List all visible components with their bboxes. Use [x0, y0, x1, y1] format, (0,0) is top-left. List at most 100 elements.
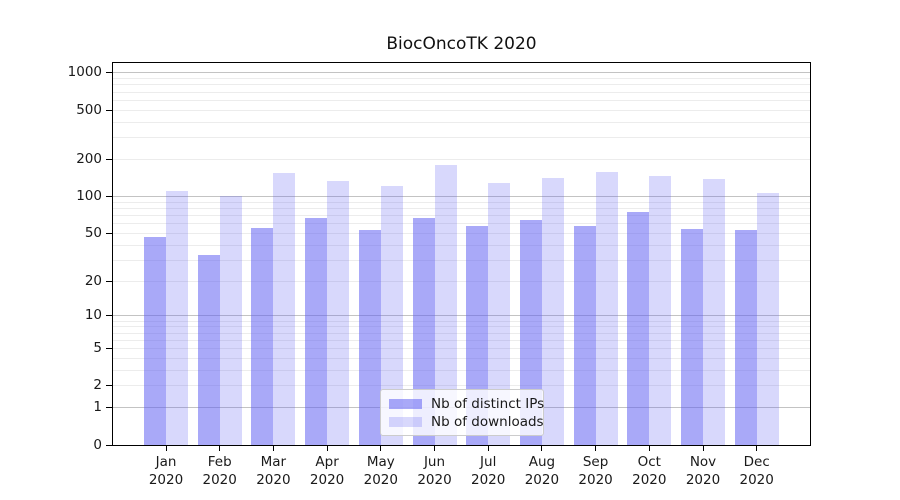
gridline-minor	[113, 385, 810, 387]
bar-downloads	[649, 175, 672, 445]
y-tick-label: 5	[93, 340, 102, 356]
x-tick-label-line: Jun	[423, 454, 446, 470]
x-tick-label-line: Nov	[689, 454, 717, 470]
plot-area: Nb of distinct IPs Nb of downloads	[112, 62, 811, 446]
x-tick-label: Mar 2020	[241, 453, 305, 489]
legend-swatch-downloads	[389, 416, 422, 427]
x-tick-label: Apr 2020	[295, 453, 359, 489]
y-tick-mark	[106, 158, 112, 160]
chart-title: BiocOncoTK 2020	[386, 34, 537, 54]
x-tick-mark	[434, 445, 435, 451]
x-tick-label-line: Jul	[480, 454, 497, 470]
gridline-minor	[113, 280, 810, 282]
x-tick-label-line: Oct	[637, 454, 661, 470]
y-tick-mark	[106, 407, 112, 409]
bar-downloads	[219, 196, 242, 445]
bar-distinct-ips	[358, 230, 381, 445]
y-tick-mark	[106, 280, 112, 282]
x-tick-label: Oct 2020	[617, 453, 681, 489]
bar-distinct-ips	[305, 217, 328, 445]
x-tick-label: Sep 2020	[564, 453, 628, 489]
x-tick-label: Jul 2020	[456, 453, 520, 489]
y-tick-label: 500	[76, 101, 102, 118]
y-tick-label: 100	[76, 187, 102, 204]
x-tick-label-line: 2020	[417, 472, 452, 488]
gridline-minor	[113, 357, 810, 359]
bar-downloads	[166, 191, 188, 445]
gridline-minor	[113, 326, 810, 328]
y-tick-label: 2	[93, 377, 102, 394]
x-tick-mark	[165, 445, 167, 451]
y-tick-mark	[106, 315, 112, 317]
gridline-major	[113, 72, 810, 74]
x-tick-mark	[219, 445, 221, 451]
gridline-minor	[113, 84, 810, 86]
x-tick-label-line: Sep	[582, 454, 609, 470]
bar-distinct-ips	[734, 230, 757, 445]
y-tick-mark	[106, 385, 112, 387]
bar-distinct-ips	[681, 229, 703, 445]
x-tick-label-line: 2020	[578, 472, 613, 488]
y-tick-label: 0	[93, 436, 102, 453]
gridline-minor	[113, 137, 810, 139]
x-tick-label-line: 2020	[256, 472, 291, 488]
gridline-minor	[113, 201, 810, 203]
x-tick-label-line: Aug	[528, 454, 556, 470]
x-tick-label-line: 2020	[632, 472, 667, 488]
gridline-minor	[113, 207, 810, 209]
bar-distinct-ips	[519, 220, 542, 445]
x-tick-label-line: Dec	[743, 454, 770, 470]
x-tick-label: May 2020	[349, 453, 413, 489]
gridline-minor	[113, 99, 810, 101]
gridline-minor	[113, 369, 810, 371]
bar-distinct-ips	[197, 255, 220, 445]
bar-downloads	[380, 185, 403, 445]
gridline-minor	[113, 223, 810, 225]
y-tick-label: 200	[76, 150, 102, 167]
x-tick-label-line: Apr	[315, 454, 339, 470]
gridline-minor	[113, 91, 810, 93]
x-tick-mark	[380, 445, 382, 451]
x-tick-label: Dec 2020	[725, 453, 789, 489]
x-tick-mark	[756, 445, 758, 451]
bar-distinct-ips	[573, 226, 596, 445]
bar-distinct-ips	[251, 228, 274, 445]
bar-distinct-ips	[412, 217, 435, 445]
bar-downloads	[273, 173, 296, 445]
gridline-minor	[113, 348, 810, 349]
legend-label-downloads: Nb of downloads	[431, 413, 544, 430]
y-tick-mark	[106, 72, 112, 74]
x-tick-mark	[595, 445, 597, 451]
gridline-minor	[113, 332, 810, 334]
bar-distinct-ips	[627, 211, 650, 445]
y-tick-label: 1	[93, 399, 102, 416]
x-tick-mark	[541, 445, 543, 451]
bar-downloads	[327, 181, 350, 445]
x-tick-label-line: Mar	[260, 454, 287, 470]
x-tick-label-line: Jan	[155, 454, 177, 470]
bar-distinct-ips	[144, 236, 166, 445]
x-tick-label-line: Feb	[207, 454, 232, 470]
legend: Nb of distinct IPs Nb of downloads	[380, 389, 544, 436]
gridline-minor	[113, 121, 810, 123]
gridline-minor	[113, 244, 810, 246]
x-tick-label: Jan 2020	[134, 453, 198, 489]
x-tick-mark	[648, 445, 650, 451]
legend-swatch-distinct-ips	[389, 398, 422, 409]
y-tick-mark	[106, 109, 112, 111]
x-tick-label-line: May	[366, 454, 395, 470]
gridline-major	[113, 195, 810, 197]
y-tick-mark	[106, 232, 112, 234]
x-tick-label-line: 2020	[524, 472, 560, 488]
gridline-minor	[113, 320, 810, 322]
y-tick-label: 20	[84, 272, 102, 289]
gridline-minor	[113, 339, 810, 341]
legend-item-distinct-ips: Nb of distinct IPs	[389, 395, 544, 412]
y-tick-mark	[106, 195, 112, 197]
x-tick-label-line: 2020	[685, 472, 721, 488]
y-tick-label: 10	[84, 307, 102, 324]
x-tick-mark	[326, 445, 328, 451]
gridline-minor	[113, 78, 810, 80]
x-tick-label: Aug 2020	[510, 453, 574, 489]
